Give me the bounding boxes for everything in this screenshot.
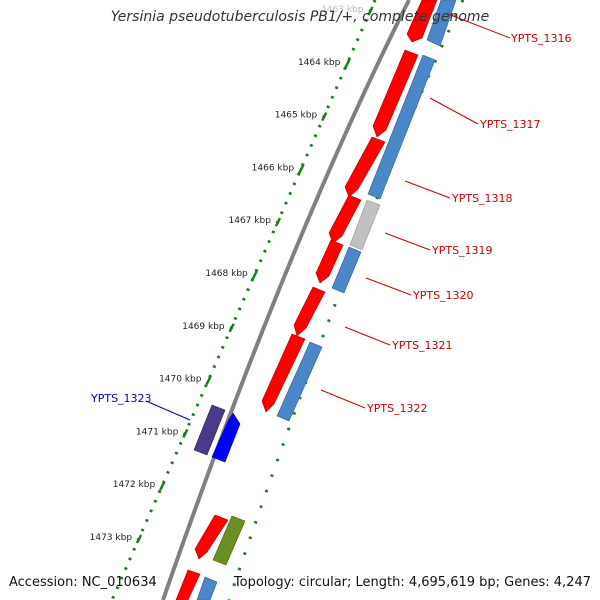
scale-label-1464: 1464 kbp xyxy=(298,58,341,68)
feature-bottom-forward xyxy=(175,569,201,600)
scale-label-1473: 1473 kbp xyxy=(90,533,133,543)
scale-labels: 1463 kbp 1464 kbp 1465 kbp 1466 kbp 1467 kbp… xyxy=(90,5,374,544)
leader-ypts-1317 xyxy=(429,97,479,125)
major-tick-1471 xyxy=(182,428,189,438)
gene-label-ypts-1316: YPTS_1316 xyxy=(510,32,572,45)
major-tick-1473 xyxy=(135,534,143,544)
feature-ypts-1318-forward xyxy=(344,136,386,198)
leader-ypts-1318 xyxy=(404,180,451,199)
scale-label-1466: 1466 kbp xyxy=(252,163,295,173)
genome-summary-text: Topology: circular; Length: 4,695,619 bp… xyxy=(233,575,591,590)
scale-label-1469: 1469 kbp xyxy=(182,322,225,332)
feature-ypts-1320-forward xyxy=(315,239,344,284)
gene-label-ypts-1320: YPTS_1320 xyxy=(412,289,474,302)
gene-label-ypts-1319: YPTS_1319 xyxy=(431,244,493,257)
map-title: Yersinia pseudotuberculosis PB1/+, compl… xyxy=(110,9,490,25)
feature-ypts-1316-reverse xyxy=(426,0,457,47)
feature-ypts-1320-reverse xyxy=(331,246,362,294)
scale-label-1471: 1471 kbp xyxy=(136,427,179,437)
scale-label-1472: 1472 kbp xyxy=(113,480,156,490)
gene-label-ypts-1323: YPTS_1323 xyxy=(90,392,152,405)
leader-ypts-1322 xyxy=(320,389,366,409)
scale-label-1463: 1463 kbp xyxy=(321,5,364,15)
leader-ypts-1321 xyxy=(344,326,391,346)
scale-label-1465: 1465 kbp xyxy=(275,111,318,121)
major-tick-1469 xyxy=(228,323,235,333)
scale-label-1468: 1468 kbp xyxy=(205,269,248,279)
feature-ypts-1317-forward xyxy=(372,49,419,138)
scale-label-1467: 1467 kbp xyxy=(229,216,272,226)
major-tick-1467 xyxy=(274,217,282,227)
feature-bottom-reverse xyxy=(196,576,218,600)
feature-olive-gene xyxy=(212,515,246,566)
major-tick-1470 xyxy=(205,376,212,386)
feature-ypts-1319-pseudo xyxy=(349,199,381,251)
gene-labels: YPTS_1316 YPTS_1317 YPTS_1318 YPTS_1319 … xyxy=(90,32,572,415)
feature-ypts-1323-purple xyxy=(193,404,226,456)
major-tick-1465 xyxy=(321,112,328,122)
genome-backbone xyxy=(161,0,411,600)
feature-blue-gene xyxy=(211,412,241,463)
major-tick-1464 xyxy=(344,59,351,69)
reverse-strand-features xyxy=(196,0,457,600)
feature-lower-forward xyxy=(194,514,229,560)
gene-label-ypts-1322: YPTS_1322 xyxy=(366,402,428,415)
feature-ypts-1322-reverse xyxy=(276,341,323,422)
leader-ypts-1320 xyxy=(365,277,412,296)
feature-ypts-1319-forward xyxy=(328,194,362,244)
feature-ypts-1316-forward xyxy=(406,0,438,43)
major-tick-1466 xyxy=(297,164,305,174)
major-tick-1472 xyxy=(159,481,166,491)
feature-ypts-1321-forward xyxy=(293,286,326,337)
forward-strand-features xyxy=(175,0,438,600)
leader-lines xyxy=(145,13,511,421)
gene-label-ypts-1321: YPTS_1321 xyxy=(391,339,453,352)
gene-label-ypts-1317: YPTS_1317 xyxy=(479,118,541,131)
leader-ypts-1319 xyxy=(384,232,431,251)
major-tick-1468 xyxy=(251,270,258,280)
feature-ypts-1317-reverse xyxy=(367,54,436,200)
gene-label-ypts-1318: YPTS_1318 xyxy=(451,192,513,205)
scale-label-1470: 1470 kbp xyxy=(159,375,202,385)
inner-tick-ring xyxy=(110,0,377,600)
leader-ypts-1316 xyxy=(447,13,511,39)
accession-text: Accession: NC_010634 xyxy=(9,575,157,590)
leader-ypts-1323 xyxy=(145,400,191,421)
feature-ypts-1322-forward xyxy=(261,333,306,413)
major-tick-1463 xyxy=(367,6,374,16)
